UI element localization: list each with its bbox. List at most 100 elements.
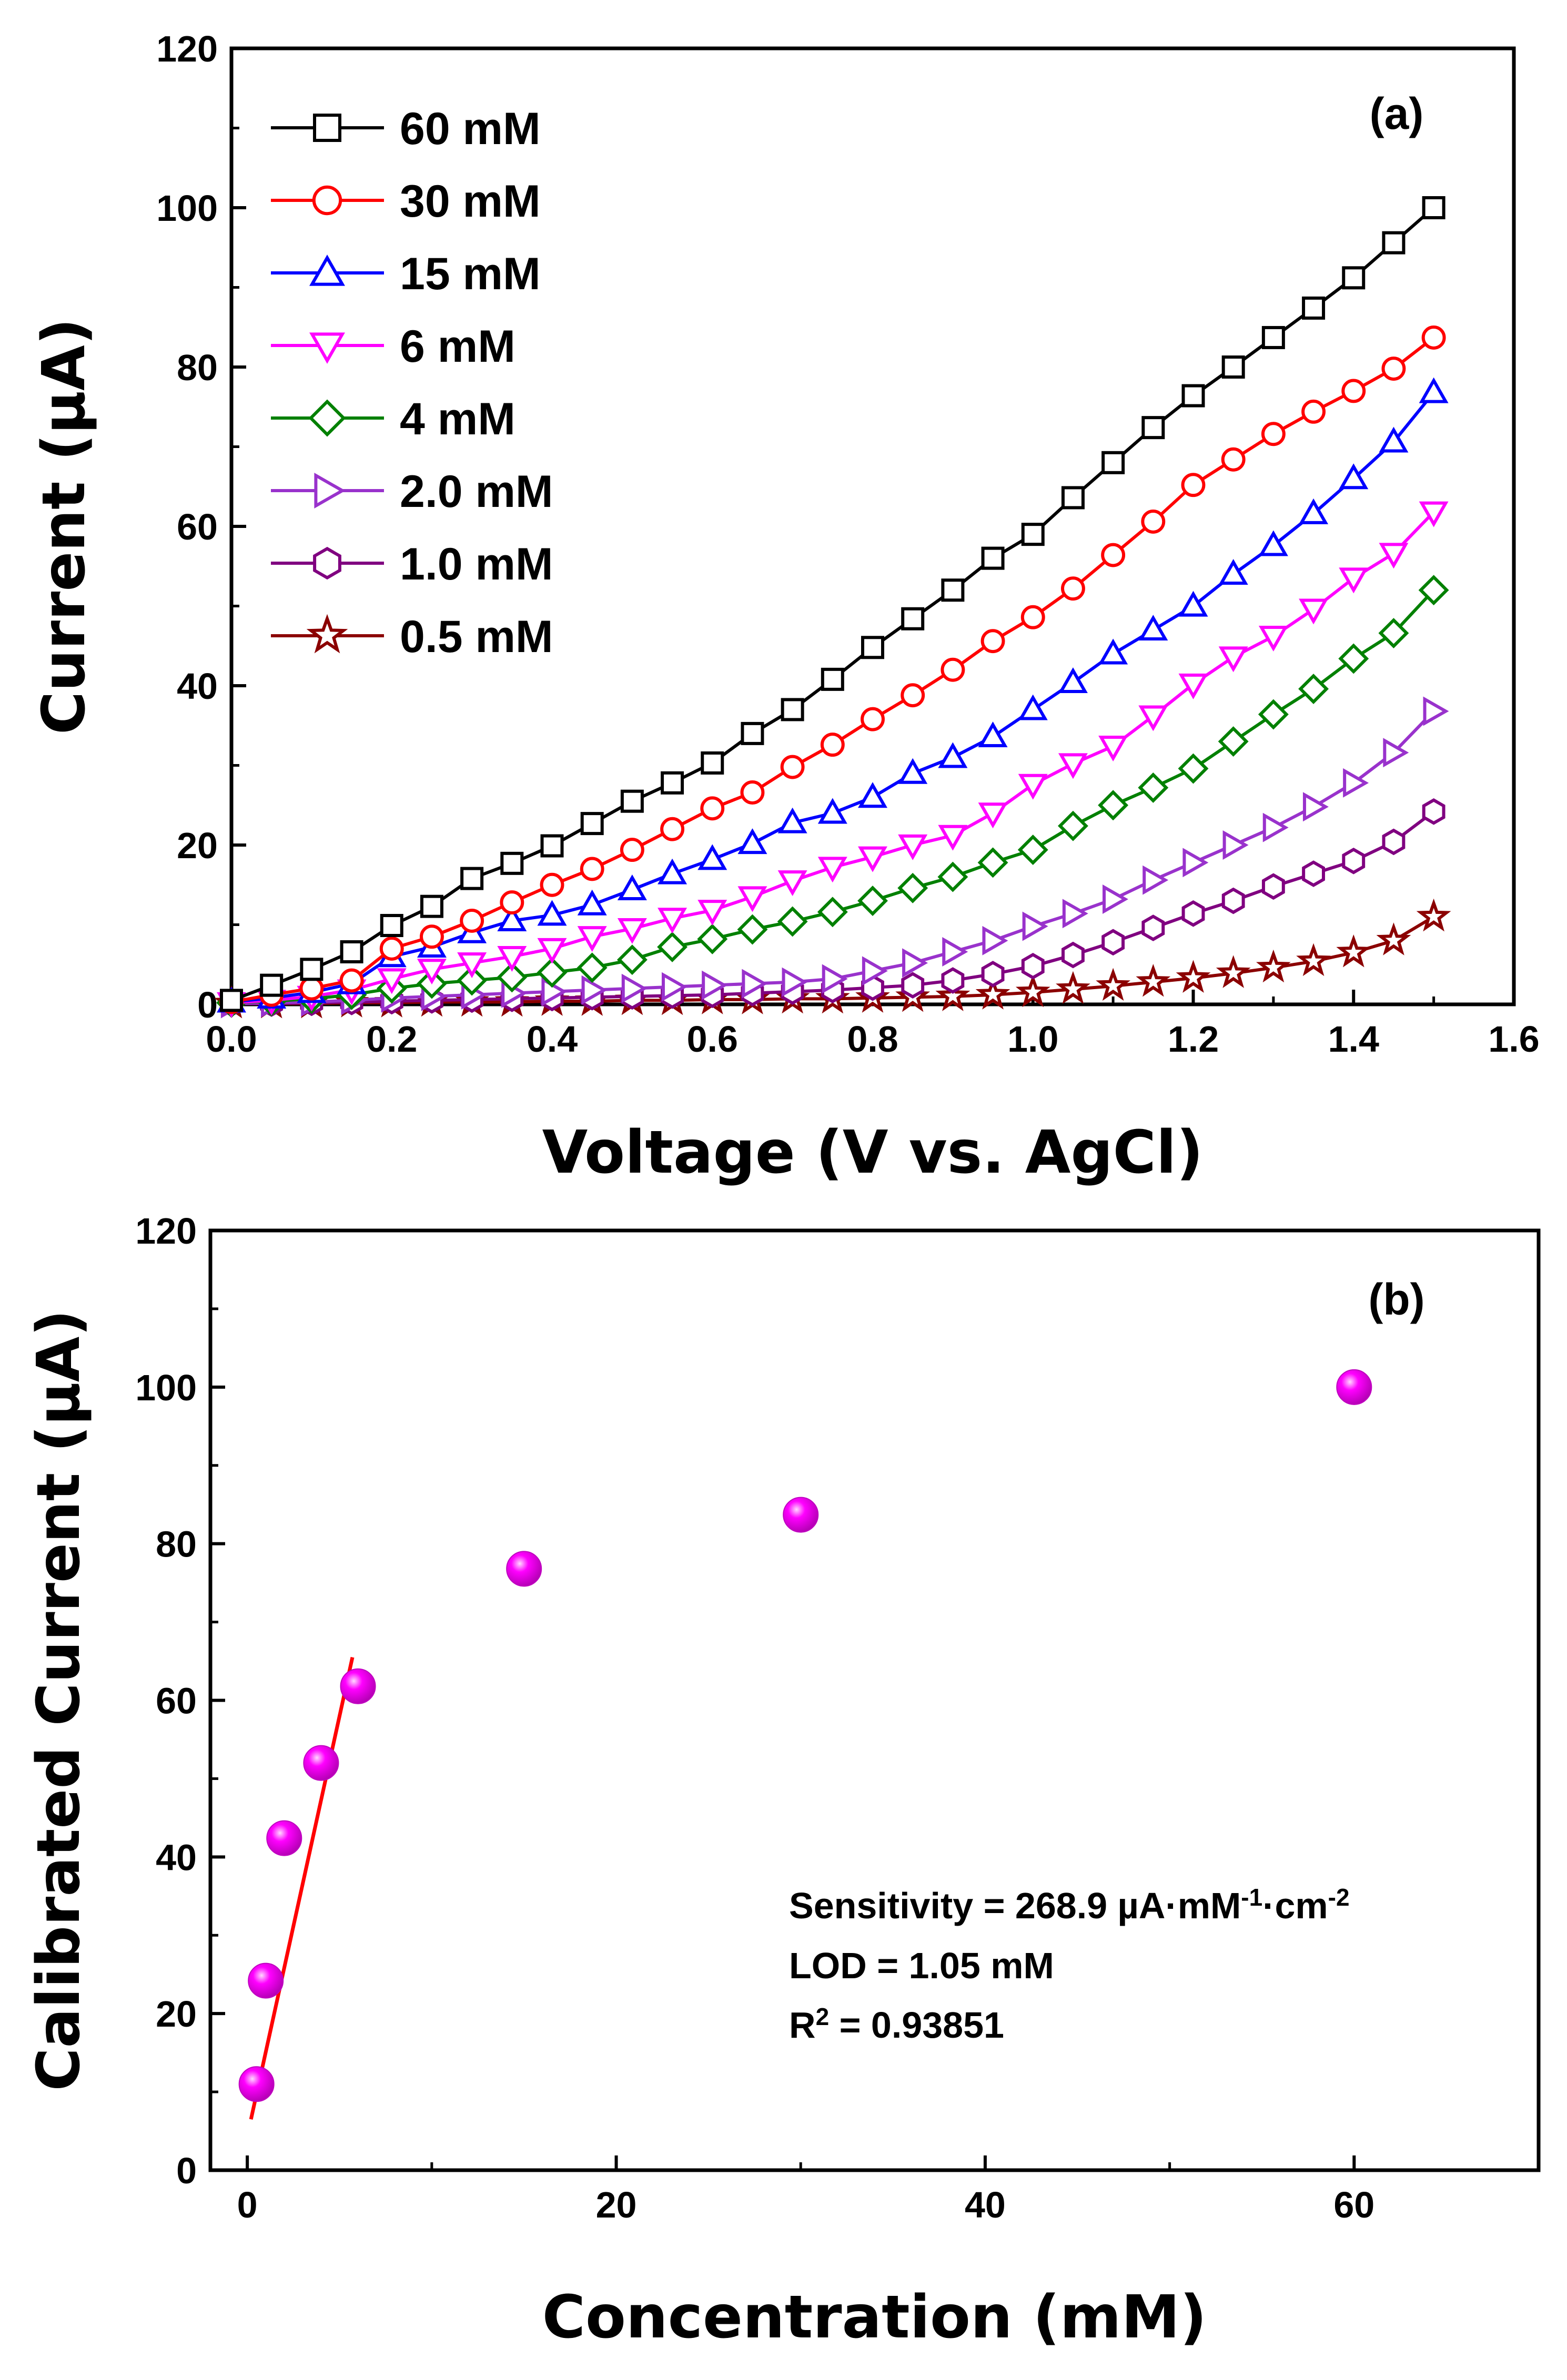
data-point bbox=[1178, 673, 1208, 699]
data-point bbox=[1136, 964, 1171, 997]
legend-label: 4 mM bbox=[400, 394, 515, 444]
data-point bbox=[1423, 696, 1449, 726]
annotation-r-squared: R2 = 0.93851 bbox=[789, 2003, 1004, 2046]
data-point bbox=[1258, 699, 1289, 730]
legend-marker bbox=[309, 332, 345, 364]
data-point bbox=[980, 629, 1005, 654]
data-point bbox=[1341, 379, 1366, 403]
data-point bbox=[500, 890, 524, 915]
x-tick-label-b: 0 bbox=[237, 2184, 258, 2225]
series-60-mm bbox=[220, 196, 1445, 1012]
data-point bbox=[1218, 559, 1248, 585]
data-point bbox=[620, 838, 644, 862]
sensitivity-mid: ·cm bbox=[1262, 1885, 1328, 1926]
data-point bbox=[1339, 463, 1369, 490]
data-point bbox=[1262, 812, 1289, 842]
data-point bbox=[1383, 738, 1409, 768]
legend-marker bbox=[314, 473, 346, 508]
data-point bbox=[1060, 576, 1085, 601]
data-point bbox=[1421, 325, 1446, 350]
data-point bbox=[978, 721, 1008, 748]
x-tick-label-a: 1.2 bbox=[1168, 1019, 1219, 1060]
data-point bbox=[901, 683, 925, 708]
annotation-lod: LOD = 1.05 mM bbox=[789, 1945, 1054, 1986]
data-point bbox=[620, 789, 644, 813]
data-point bbox=[1261, 873, 1285, 900]
data-point bbox=[1302, 296, 1326, 320]
data-point bbox=[938, 825, 968, 851]
x-tick-label-a: 0.2 bbox=[366, 1019, 417, 1060]
data-point bbox=[1302, 792, 1329, 822]
legend-marker bbox=[313, 546, 341, 580]
data-point bbox=[260, 973, 284, 997]
data-point bbox=[777, 906, 808, 937]
data-point bbox=[1101, 543, 1126, 567]
x-tick-label-b: 20 bbox=[596, 2184, 637, 2225]
data-point bbox=[537, 938, 567, 964]
data-point bbox=[1382, 828, 1406, 856]
data-point bbox=[380, 914, 403, 938]
data-point bbox=[941, 657, 965, 682]
data-point bbox=[299, 976, 324, 1001]
data-point bbox=[1302, 860, 1325, 887]
data-point bbox=[1138, 772, 1169, 803]
linear-fit-line bbox=[249, 1656, 355, 2120]
data-point bbox=[340, 1668, 376, 1704]
y-tick-label-b: 0 bbox=[176, 2150, 197, 2191]
data-point bbox=[1299, 498, 1329, 524]
data-point bbox=[300, 958, 323, 981]
r2-value: = 0.93851 bbox=[829, 2005, 1004, 2046]
data-point bbox=[978, 802, 1008, 829]
data-point bbox=[1422, 798, 1445, 825]
data-point bbox=[1056, 971, 1090, 1004]
data-point bbox=[379, 937, 404, 961]
data-point bbox=[861, 636, 884, 659]
data-point bbox=[1103, 884, 1128, 914]
data-point bbox=[1379, 426, 1409, 453]
data-point bbox=[937, 861, 968, 892]
x-tick-label-a: 1.6 bbox=[1488, 1019, 1539, 1060]
x-tick-label-a: 0.8 bbox=[847, 1019, 898, 1060]
data-point bbox=[1376, 922, 1411, 955]
data-point bbox=[617, 918, 647, 944]
legend-label: 2.0 mM bbox=[400, 466, 553, 517]
x-axis-title-b: Concentration (mM) bbox=[542, 2283, 1207, 2352]
data-point bbox=[901, 972, 925, 999]
y-tick-label-b: 120 bbox=[135, 1211, 197, 1252]
data-point bbox=[580, 857, 604, 881]
series-6-mm bbox=[217, 501, 1449, 1018]
y-tick-label-a: 100 bbox=[156, 188, 218, 229]
y-tick-label-b: 60 bbox=[156, 1681, 197, 1722]
data-point bbox=[1018, 774, 1048, 800]
data-point bbox=[1141, 509, 1166, 534]
data-point bbox=[1101, 929, 1125, 956]
legend-label: 30 mM bbox=[400, 176, 541, 227]
sensitivity-label: Sensitivity = 268.9 µA·mM bbox=[789, 1885, 1241, 1926]
data-point bbox=[577, 952, 608, 983]
legend-marker bbox=[312, 185, 342, 216]
data-point bbox=[340, 940, 363, 964]
legend-label: 0.5 mM bbox=[400, 612, 553, 662]
data-point bbox=[660, 817, 685, 841]
legend-marker bbox=[313, 114, 341, 142]
chart-panel-b: 0 20 40 60 0 20 40 60 80 100 120 (b) Sensitivity =… bbox=[25, 1211, 1541, 2352]
data-point bbox=[1143, 865, 1169, 895]
data-point bbox=[1378, 618, 1409, 648]
data-point bbox=[420, 894, 443, 918]
data-point bbox=[1178, 591, 1208, 617]
y-axis-title-a: Current (µA) bbox=[30, 318, 98, 735]
data-point bbox=[941, 967, 965, 994]
data-point bbox=[1221, 447, 1246, 472]
data-point bbox=[1298, 674, 1329, 705]
data-point bbox=[1261, 326, 1285, 349]
data-point bbox=[777, 870, 807, 897]
data-point bbox=[581, 975, 608, 1005]
data-point bbox=[742, 969, 768, 999]
data-point bbox=[1181, 384, 1205, 408]
data-point bbox=[537, 957, 568, 988]
data-point bbox=[1221, 355, 1245, 379]
y-tick-label-a: 120 bbox=[156, 28, 218, 69]
data-point bbox=[820, 733, 845, 757]
data-point bbox=[1141, 914, 1165, 941]
